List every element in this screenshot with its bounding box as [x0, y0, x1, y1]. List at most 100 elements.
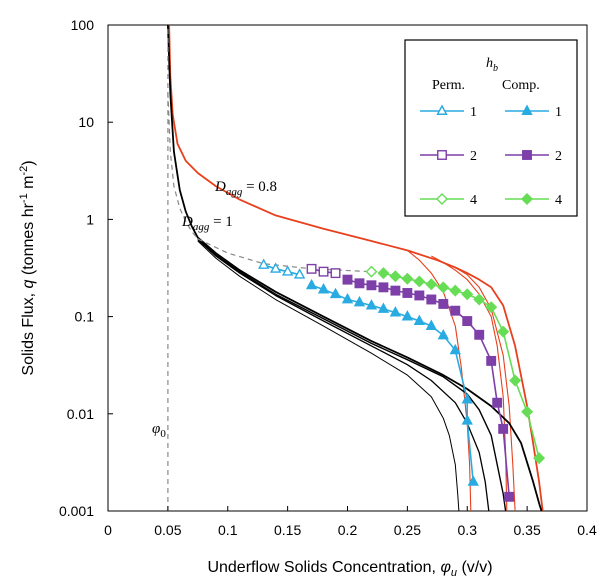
data-point	[497, 325, 510, 338]
data-point	[498, 423, 509, 434]
legend-marker-comp	[521, 193, 533, 205]
data-point	[533, 452, 546, 465]
legend-marker-perm	[437, 150, 447, 160]
curve-dagg-0-8-branch-c	[455, 267, 516, 512]
data-point	[354, 278, 365, 289]
phi0-label: φ0	[152, 421, 166, 440]
data-point	[305, 278, 318, 290]
data-point	[377, 302, 390, 313]
series-group	[257, 258, 546, 502]
data-point	[467, 475, 479, 486]
legend: hb Perm. Comp. 1 12 24 4	[404, 39, 578, 217]
data-point	[438, 298, 449, 309]
legend-label-comp: 4	[555, 193, 562, 208]
x-tick-label: 0.25	[394, 522, 421, 538]
data-point	[426, 294, 437, 305]
data-point	[366, 280, 377, 291]
data-point	[425, 319, 438, 330]
data-point	[329, 287, 342, 299]
x-tick-label: 0	[104, 522, 112, 538]
data-point	[473, 293, 486, 306]
series-line	[347, 278, 510, 497]
x-tick-label: 0.3	[458, 522, 478, 538]
y-ticks: 0.001 0.01 0.1 1 10 100	[59, 17, 113, 519]
legend-col-comp: Comp.	[502, 78, 540, 93]
curve-dagg-1-upper-dashed	[167, 92, 199, 240]
legend-marker-comp	[522, 150, 532, 160]
data-point	[504, 491, 515, 502]
series-perm-1	[257, 258, 306, 279]
data-point	[509, 374, 522, 387]
data-point	[281, 265, 294, 276]
legend-rows: 1 12 24 4	[420, 104, 562, 208]
legend-label-comp: 2	[555, 149, 562, 164]
data-point	[401, 272, 414, 285]
curve-dagg-1-branch-c	[197, 238, 507, 512]
data-point	[461, 414, 473, 425]
data-point	[437, 328, 449, 340]
data-point	[389, 306, 402, 317]
dagg-1-label: Dagg = 1	[181, 214, 233, 233]
legend-label-comp: 1	[555, 105, 562, 120]
data-point	[317, 283, 330, 294]
y-tick-label: 10	[78, 114, 94, 130]
x-tick-label: 0.35	[514, 522, 541, 538]
data-point	[402, 288, 413, 298]
data-point	[449, 343, 461, 355]
data-point	[377, 267, 390, 280]
legend-marker-comp	[521, 104, 533, 115]
x-tick-label: 0.4	[577, 522, 597, 538]
data-point	[486, 355, 497, 366]
data-point	[414, 290, 425, 301]
x-tick-label: 0.1	[218, 522, 238, 538]
data-point	[378, 282, 389, 293]
series-line	[263, 264, 300, 276]
series-perm-4	[365, 265, 378, 278]
dagg-08-label: Dagg = 0.8	[214, 179, 277, 198]
data-point	[461, 288, 474, 301]
data-point	[425, 278, 438, 291]
legend-label-perm: 4	[470, 193, 477, 208]
data-point	[401, 310, 414, 321]
series-perm-2	[306, 263, 341, 279]
data-point	[365, 265, 378, 278]
data-point	[449, 284, 462, 297]
x-ticks: 0 0.05 0.1 0.15 0.2 0.25 0.3 0.35 0.4	[104, 506, 597, 538]
y-tick-label: 100	[71, 17, 95, 33]
y-tick-label: 0.01	[67, 406, 94, 422]
data-point	[492, 397, 503, 408]
data-point	[306, 263, 317, 274]
y-tick-label: 1	[86, 211, 94, 227]
legend-label-perm: 1	[470, 105, 477, 120]
series-line	[311, 284, 474, 482]
data-point	[485, 301, 498, 314]
legend-marker-perm	[436, 104, 448, 115]
x-tick-label: 0.15	[274, 522, 301, 538]
legend-label-perm: 2	[470, 149, 477, 164]
legend-box	[404, 39, 578, 217]
curve-dagg-1-main	[167, 24, 543, 512]
data-point	[521, 405, 534, 418]
series-comp-1	[305, 278, 479, 486]
data-point	[365, 299, 378, 310]
data-point	[330, 268, 341, 279]
y-tick-label: 0.1	[75, 309, 95, 325]
curve-dagg-1-branch-b	[197, 239, 490, 512]
x-tick-label: 0.2	[338, 522, 358, 538]
data-point	[389, 270, 402, 283]
y-tick-label: 0.001	[59, 503, 94, 519]
legend-title: hb	[486, 56, 498, 74]
curve-dagg-0-8-branch-a	[407, 249, 472, 512]
data-point	[342, 274, 353, 285]
data-point	[413, 314, 426, 325]
data-point	[474, 329, 485, 340]
legend-col-perm: Perm.	[432, 78, 465, 93]
x-axis-label: Underflow Solids Concentration, φu (v/v)	[207, 559, 492, 579]
series-comp-2	[342, 274, 515, 502]
data-point	[257, 258, 270, 269]
data-point	[318, 266, 329, 277]
